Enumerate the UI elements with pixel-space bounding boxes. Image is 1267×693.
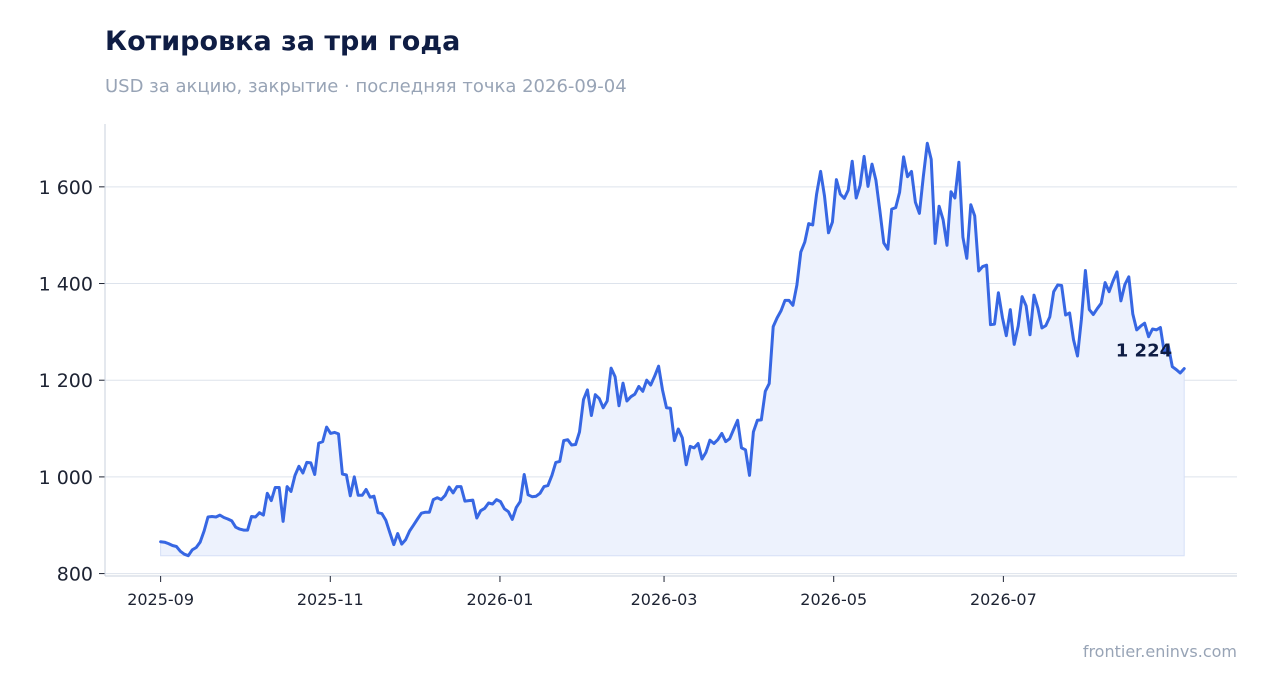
label-layer: 1 224	[1116, 341, 1172, 362]
y-tick-label: 1 400	[39, 274, 93, 296]
x-tick-label: 2025-09	[127, 590, 194, 609]
x-tick-label: 2026-03	[631, 590, 698, 609]
chart-subtitle: USD за акцию, закрытие · последняя точка…	[105, 76, 627, 97]
series-layer	[159, 141, 1186, 558]
x-tick-label: 2026-01	[467, 590, 534, 609]
y-tick-label: 800	[57, 564, 93, 586]
y-tick-label: 1 000	[39, 467, 93, 489]
series-area	[160, 143, 1185, 557]
y-tick-label: 1 200	[39, 370, 93, 392]
x-tick-label: 2026-07	[970, 590, 1037, 609]
last-value-label: 1 224	[1116, 341, 1172, 362]
x-tick-label: 2026-05	[800, 590, 867, 609]
chart-title: Котировка за три года	[105, 26, 461, 57]
x-tick-label: 2025-11	[297, 590, 364, 609]
series-line	[159, 141, 1186, 558]
y-tick-label: 1 600	[39, 177, 93, 199]
source-label: frontier.eninvs.com	[1082, 642, 1237, 661]
axis-layer: 800 1 000 1 200 1 400 1 600 2025-09 2025-11 202…	[39, 124, 1237, 609]
